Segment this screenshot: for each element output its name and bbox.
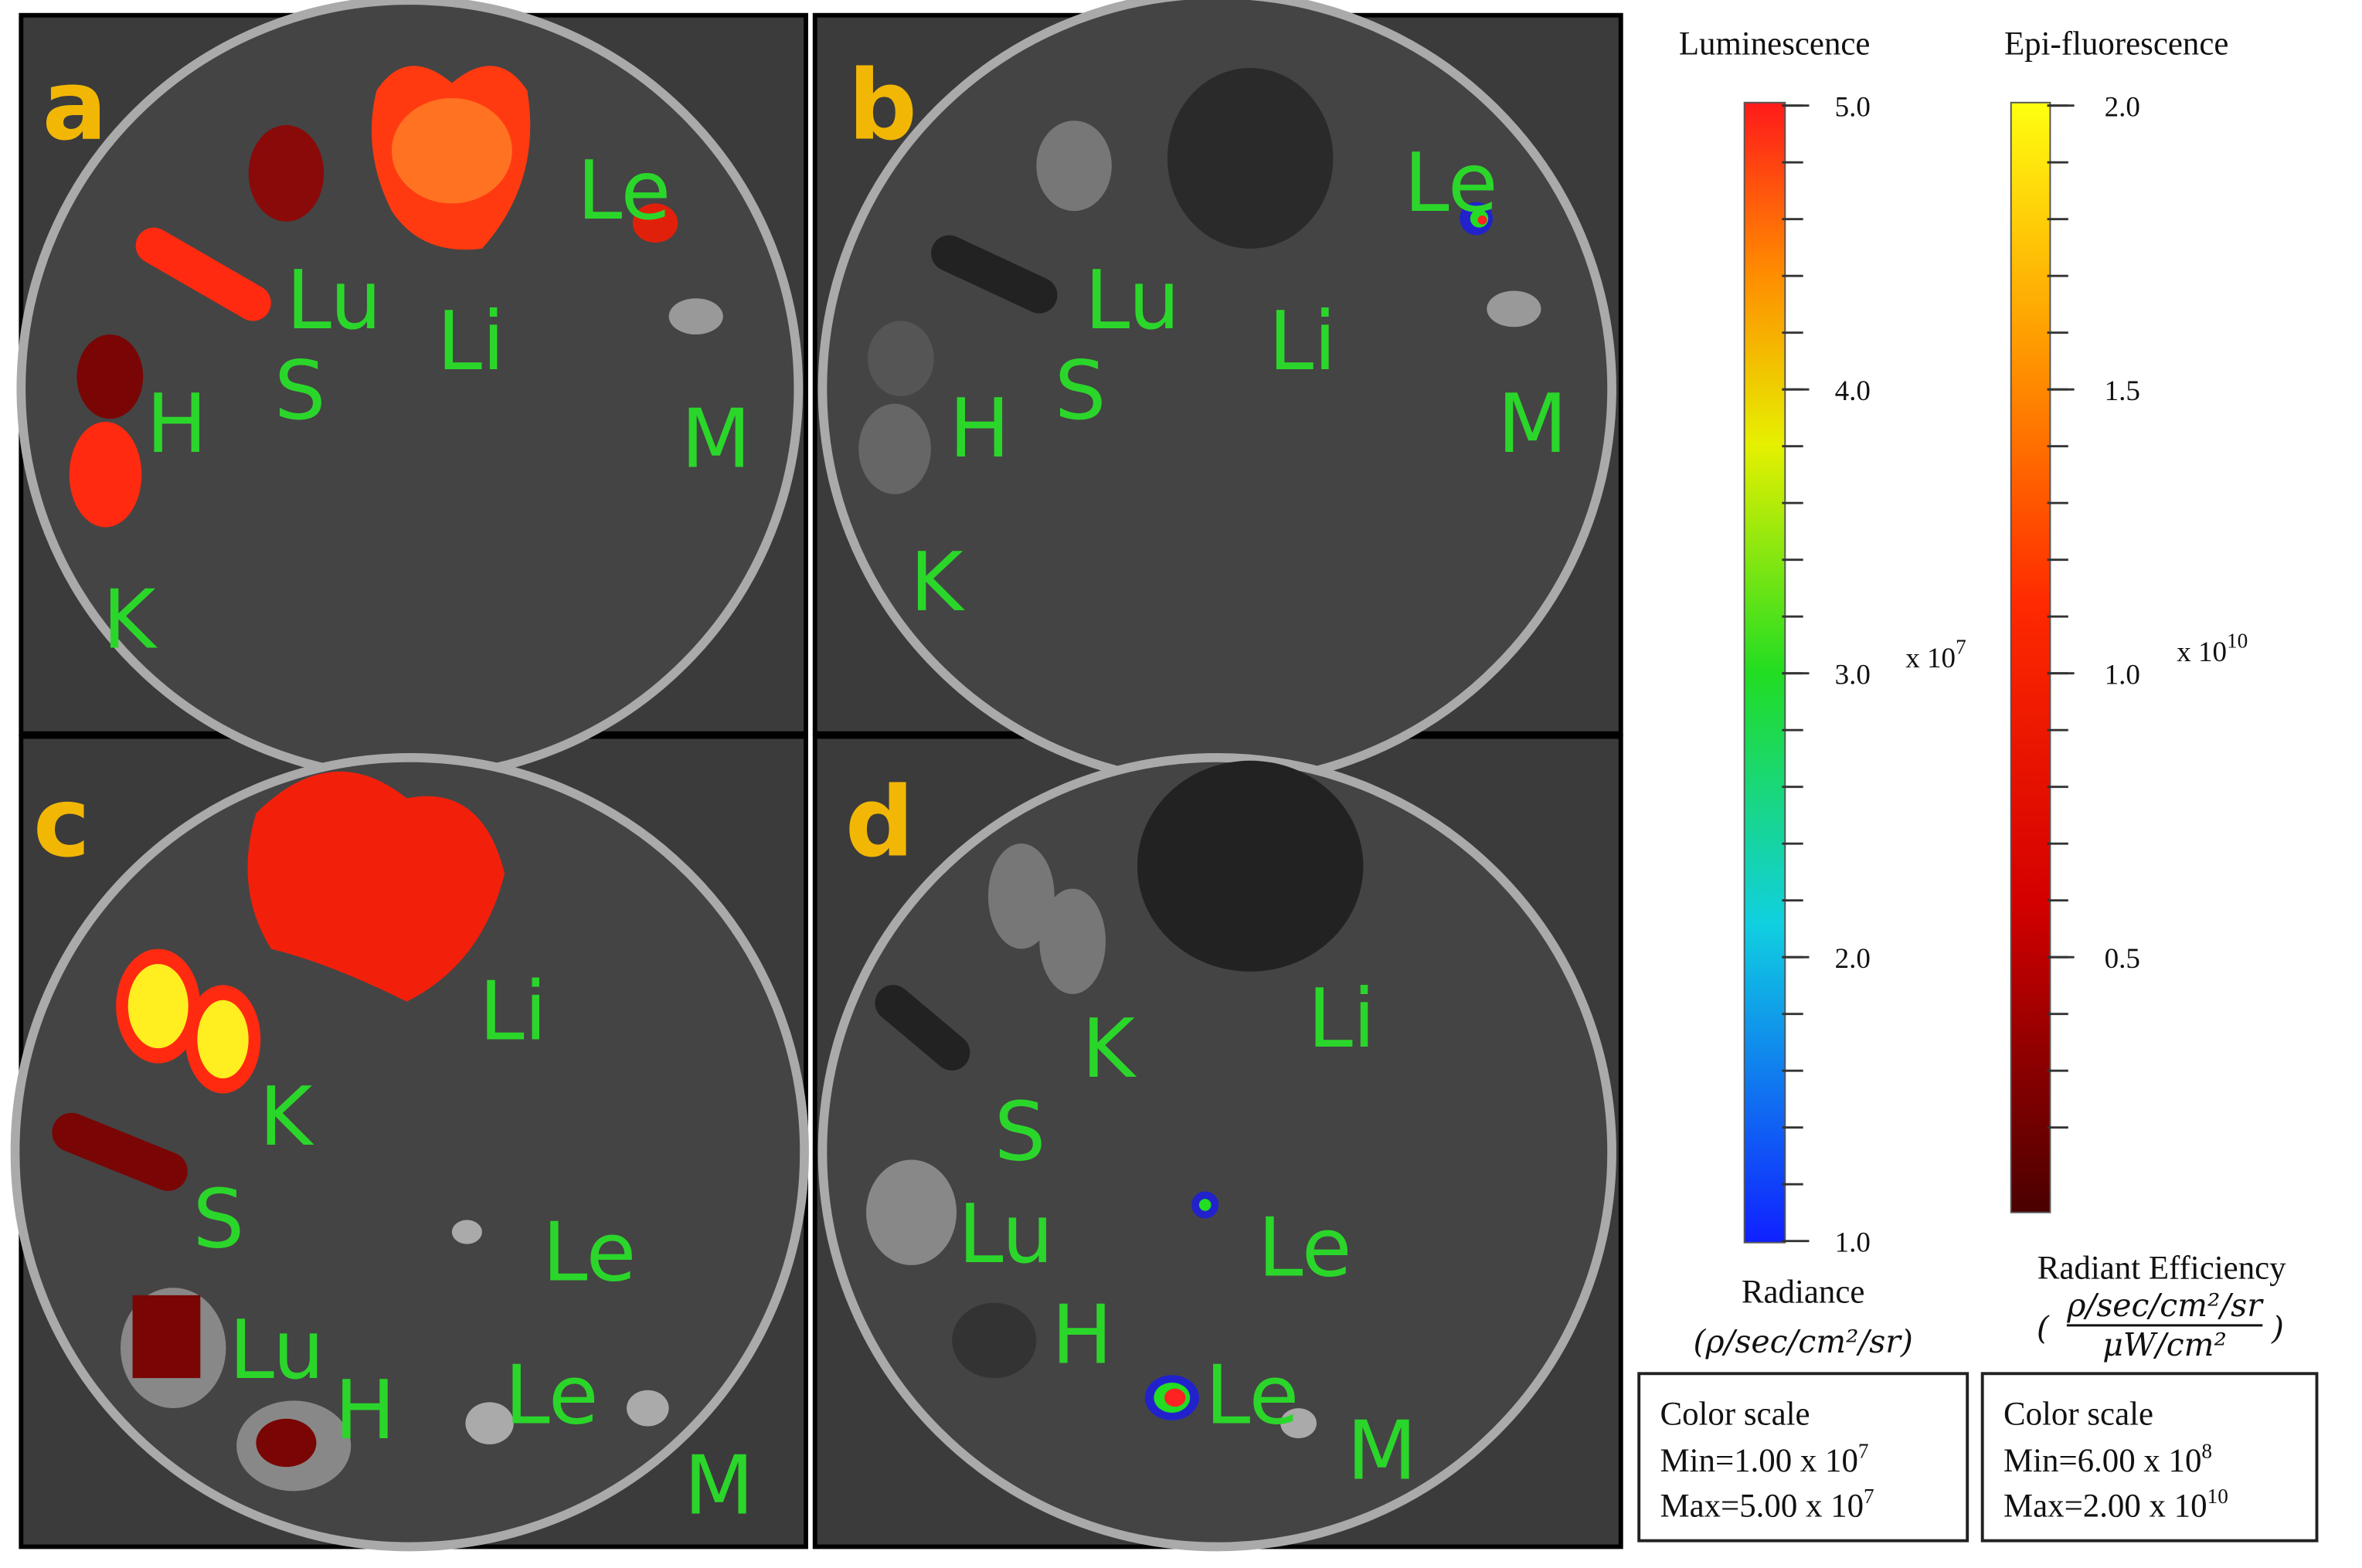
organ-label: S [994,1084,1046,1179]
box-max-base: Max=2.00 x 10 [2003,1488,2207,1524]
organ-label: S [193,1172,245,1267]
organs [52,66,1541,1492]
panel-letter: d [845,767,914,879]
unit-name: Radiance [1742,1274,1865,1311]
organ-label: Li [479,963,547,1058]
paren: ( [2037,1309,2050,1346]
organ-label: Le [542,1204,637,1299]
organ-label: M [681,392,751,487]
scale-tick-label: 5.0 [1835,91,1871,123]
organ-label: H [949,381,1010,476]
organ-label: K [259,1069,314,1164]
organ-label: Le [1258,1200,1352,1295]
unit-denominator: μW/cm² [2102,1326,2227,1363]
organ-label: H [146,376,207,471]
box-min-base: Min=6.00 x 10 [2003,1443,2201,1479]
scale-multiplier-base: x 10 [1905,643,1956,674]
luminescence-bar [1743,101,1786,1244]
organ-label: Le [505,1348,599,1443]
epi-bar [2010,101,2051,1213]
organ-label: Lu [958,1186,1054,1281]
scale-tick-label: 3.0 [1835,659,1871,691]
box-max: Max=2.00 x 1010 [2003,1485,2228,1525]
organ-label: K [910,535,966,630]
organ-label: H [1052,1288,1113,1383]
box-max-exponent: 10 [2207,1485,2228,1508]
box-min: Min=6.00 x 108 [2003,1439,2212,1479]
box-min-base: Min=1.00 x 10 [1660,1443,1857,1479]
box-min-exponent: 7 [1858,1439,1869,1462]
organ-label: K [103,572,158,667]
box-max: Max=5.00 x 107 [1660,1485,1874,1525]
box-min: Min=1.00 x 107 [1660,1439,1868,1479]
scale-multiplier-exponent: 7 [1956,635,1966,658]
box-max-exponent: 7 [1864,1485,1874,1508]
scale-multiplier: x 1010 [2177,630,2248,669]
organ-label: M [1347,1403,1417,1498]
unit-numerator: ρ/sec/cm²/sr [2066,1287,2264,1324]
unit-name: Radiant Efficiency [2037,1250,2286,1286]
scale-box [1980,1372,2319,1543]
panel-letter: c [33,767,90,879]
organ-label: H [335,1363,396,1458]
box-min-exponent: 8 [2201,1439,2212,1462]
scale-multiplier: x 107 [1905,635,1966,674]
scale-tick-label: 1.0 [1835,1227,1871,1258]
organ-label: S [1055,343,1106,438]
organ-label: Li [437,294,505,389]
organ-label: Lu [1085,253,1181,348]
organ-label: Li [1307,971,1375,1066]
paren: ) [2271,1309,2284,1346]
organ-label: Lu [286,253,382,348]
scale-tick-label: 0.5 [2105,943,2140,975]
panel-letter: a [42,50,107,162]
organ-label: S [274,343,326,438]
organ-label: Le [577,143,671,238]
organ-label: M [684,1438,754,1533]
unit: (ρ/sec/cm²/sr) [1694,1323,1913,1360]
scale-tick-label: 1.5 [2105,375,2140,407]
scale-tick-label: 1.0 [2105,659,2140,691]
box-max-base: Max=5.00 x 10 [1660,1488,1864,1524]
scale-multiplier-base: x 10 [2177,636,2227,668]
scale-multiplier-exponent: 10 [2227,630,2248,653]
scale-tick-label: 2.0 [1835,943,1871,975]
scale-title: Luminescence [1679,25,1871,62]
organ-label: Le [1205,1348,1300,1443]
organ-label: Le [1404,135,1498,230]
box-heading: Color scale [1660,1397,1810,1433]
scale-tick-label: 2.0 [2105,91,2140,123]
scale-tick-label: 4.0 [1835,375,1871,407]
organ-label: Lu [229,1302,325,1397]
panel-letter: b [848,50,917,162]
organ-label: M [1497,376,1568,471]
bar-ticks [1782,104,2075,1243]
scale-box [1637,1372,1969,1543]
box-heading: Color scale [2003,1397,2153,1433]
organ-label: K [1082,1001,1137,1096]
organ-label: Li [1269,294,1337,389]
scale-title: Epi-fluorescence [2004,25,2228,62]
